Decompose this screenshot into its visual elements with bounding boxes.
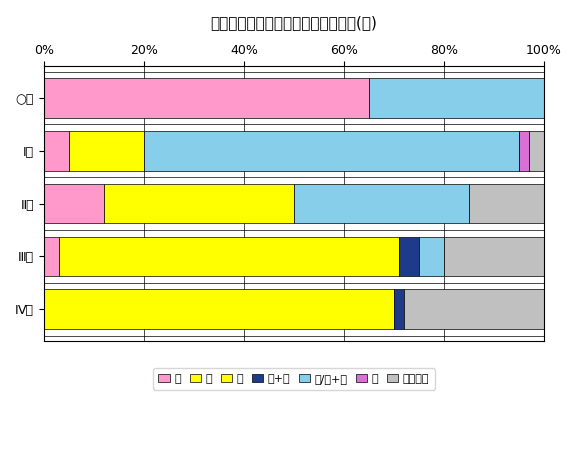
Bar	[519, 131, 529, 170]
Bar	[404, 290, 544, 329]
Bar	[294, 184, 469, 223]
Bar	[144, 131, 519, 170]
Bar	[469, 184, 544, 223]
Bar	[44, 290, 394, 329]
Bar	[44, 131, 69, 170]
Bar	[399, 237, 419, 276]
Title: 治療前ステージ別・治療方法の割合(膵): 治療前ステージ別・治療方法の割合(膵)	[211, 15, 377, 30]
Legend: 手, 放, 薬, 放+薬, 手/内+薬, 他, 治療なし: 手, 放, 薬, 放+薬, 手/内+薬, 他, 治療なし	[153, 368, 435, 390]
Bar	[104, 184, 294, 223]
Bar	[44, 237, 59, 276]
Bar	[394, 290, 404, 329]
Bar	[59, 237, 399, 276]
Bar	[44, 184, 104, 223]
Bar	[444, 237, 544, 276]
Bar	[69, 131, 144, 170]
Bar	[419, 237, 444, 276]
Bar	[369, 78, 544, 118]
Bar	[529, 131, 544, 170]
Bar	[44, 78, 369, 118]
